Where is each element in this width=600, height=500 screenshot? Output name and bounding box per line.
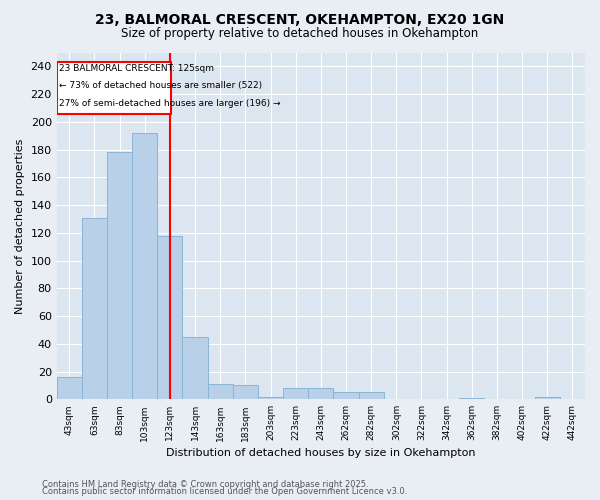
Bar [334, 392, 359, 400]
Text: Size of property relative to detached houses in Okehampton: Size of property relative to detached ho… [121, 28, 479, 40]
Text: 27% of semi-detached houses are larger (196) →: 27% of semi-detached houses are larger (… [59, 98, 280, 108]
Text: 23, BALMORAL CRESCENT, OKEHAMPTON, EX20 1GN: 23, BALMORAL CRESCENT, OKEHAMPTON, EX20 … [95, 12, 505, 26]
Text: Contains HM Land Registry data © Crown copyright and database right 2025.: Contains HM Land Registry data © Crown c… [42, 480, 368, 489]
Bar [308, 388, 334, 400]
Bar [535, 396, 560, 400]
Bar [82, 218, 107, 400]
Bar [56, 377, 82, 400]
Bar [107, 152, 132, 400]
Bar [208, 384, 233, 400]
Bar [132, 133, 157, 400]
Bar [182, 337, 208, 400]
Bar [459, 398, 484, 400]
FancyBboxPatch shape [56, 62, 171, 114]
Y-axis label: Number of detached properties: Number of detached properties [15, 138, 25, 314]
Bar [283, 388, 308, 400]
Text: ← 73% of detached houses are smaller (522): ← 73% of detached houses are smaller (52… [59, 82, 262, 90]
Text: 23 BALMORAL CRESCENT: 125sqm: 23 BALMORAL CRESCENT: 125sqm [59, 64, 214, 74]
X-axis label: Distribution of detached houses by size in Okehampton: Distribution of detached houses by size … [166, 448, 476, 458]
Text: Contains public sector information licensed under the Open Government Licence v3: Contains public sector information licen… [42, 487, 407, 496]
Bar [359, 392, 384, 400]
Bar [233, 386, 258, 400]
Bar [258, 396, 283, 400]
Bar [157, 236, 182, 400]
